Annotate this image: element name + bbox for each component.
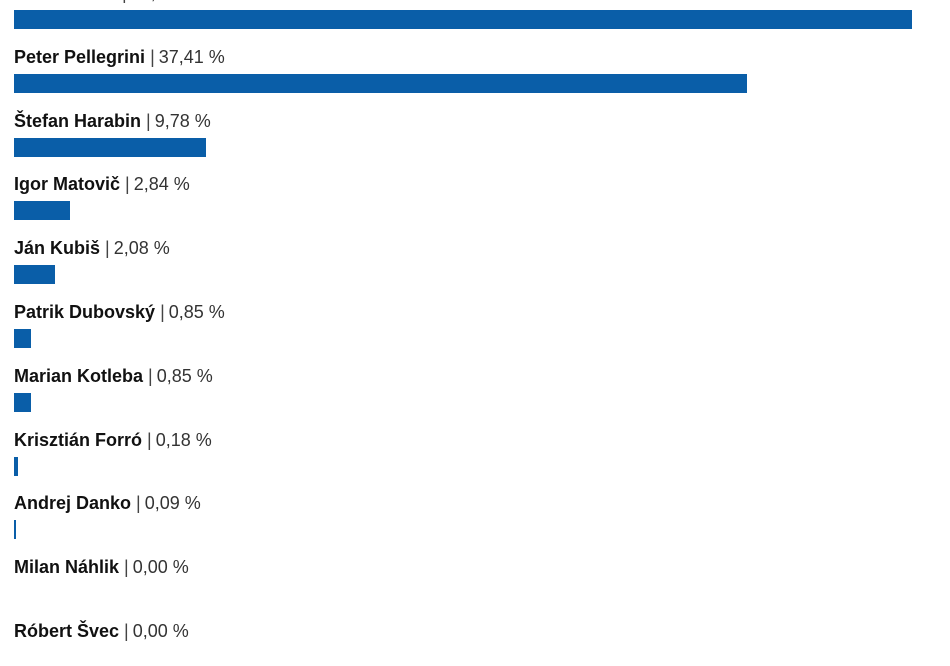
candidate-name: Róbert Švec (14, 621, 120, 641)
candidate-name: Patrik Dubovský (14, 302, 156, 322)
candidate-name: Ján Kubiš (14, 238, 101, 259)
bar (14, 10, 912, 29)
results-bar-chart: Ivan Korčok|45,86 %Peter Pellegrini|37,4… (14, 0, 912, 641)
label-separator: | (150, 46, 155, 67)
label-separator: | (124, 557, 129, 578)
candidate-name: Andrej Danko (14, 493, 132, 514)
label-separator: | (146, 110, 151, 131)
percent-value: 0,00 % (132, 621, 189, 641)
bar (14, 137, 206, 157)
label-separator: | (125, 174, 130, 195)
label-separator: | (160, 302, 165, 322)
label-separator: | (117, 0, 131, 3)
percent-value: 37,41 % (158, 46, 225, 67)
percent-value: 0,85 % (168, 302, 225, 322)
label-separator: | (124, 621, 129, 641)
bar (14, 201, 70, 221)
percent-value: 0,85 % (156, 365, 213, 386)
percent-value: 0,09 % (144, 493, 201, 514)
bar (14, 329, 31, 348)
percent-value: 45,86 % (131, 0, 197, 3)
label-separator: | (136, 493, 141, 514)
bar (14, 456, 18, 476)
bar-label: Róbert Švec | 0,00 % (14, 620, 189, 642)
bar (14, 265, 55, 285)
label-separator: | (148, 365, 153, 386)
bar-label: Milan Náhlik | 0,00 % (14, 556, 189, 578)
bar-label: Ivan Korčok|45,86 % (14, 0, 197, 4)
bar-label: Andrej Danko | 0,09 % (14, 492, 201, 514)
candidate-name: Peter Pellegrini (14, 46, 146, 67)
candidate-name: Marian Kotleba (14, 365, 144, 386)
percent-value: 9,78 % (154, 110, 211, 131)
bar (14, 73, 747, 93)
candidate-name: Milan Náhlik (14, 557, 120, 578)
candidate-name: Igor Matovič (14, 174, 121, 195)
bar (14, 520, 16, 540)
bar-label: Marian Kotleba | 0,85 % (14, 365, 213, 387)
bar-label: Ján Kubiš | 2,08 % (14, 237, 170, 259)
bar-label: Krisztián Forró | 0,18 % (14, 429, 212, 451)
label-separator: | (147, 429, 152, 450)
bar-label: Igor Matovič | 2,84 % (14, 173, 190, 195)
bar (14, 392, 31, 412)
label-separator: | (105, 238, 110, 259)
percent-value: 2,08 % (113, 238, 170, 259)
candidate-name: Ivan Korčok (14, 0, 117, 3)
percent-value: 0,18 % (155, 429, 212, 450)
bar-label: Peter Pellegrini | 37,41 % (14, 46, 225, 68)
bar-label: Patrik Dubovský | 0,85 % (14, 301, 225, 323)
candidate-name: Krisztián Forró (14, 429, 143, 450)
candidate-name: Štefan Harabin (14, 110, 142, 131)
percent-value: 2,84 % (133, 174, 190, 195)
percent-value: 0,00 % (132, 557, 189, 578)
bar-label: Štefan Harabin | 9,78 % (14, 110, 211, 132)
